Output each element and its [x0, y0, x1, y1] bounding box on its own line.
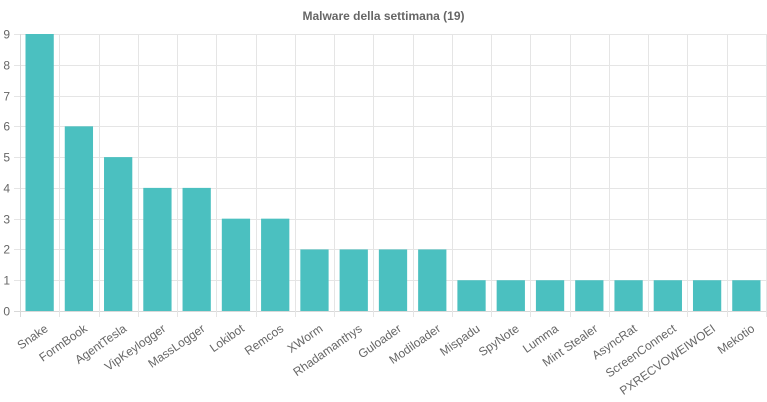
x-tick-label: Mispadu	[437, 321, 482, 358]
bar-masslogger[interactable]	[182, 187, 211, 311]
grid-layer	[14, 34, 767, 317]
bar-pxrecvoweiwoei[interactable]	[692, 280, 722, 311]
bar-guloader[interactable]	[378, 249, 408, 311]
y-axis-ticks: 0 1 2 3 4 5 6 7 8 9	[3, 28, 10, 319]
bar-mint-stealer[interactable]	[575, 280, 604, 311]
bar-asyncrat[interactable]	[614, 280, 643, 311]
x-tick-label: Rhadamanthys	[290, 321, 364, 379]
bar-xworm[interactable]	[300, 249, 329, 311]
bar-mekotio[interactable]	[732, 280, 761, 311]
y-tick-label: 7	[3, 90, 10, 104]
y-tick-label: 5	[3, 151, 10, 165]
bar-modiloader[interactable]	[418, 249, 447, 311]
y-tick-label: 4	[3, 182, 10, 196]
y-tick-label: 3	[3, 213, 10, 227]
bar-vipkeylogger[interactable]	[143, 187, 172, 311]
x-tick-label: Remcos	[242, 321, 286, 358]
y-tick-label: 8	[3, 59, 10, 73]
chart-title: Malware della settimana (19)	[302, 9, 464, 23]
bar-formbook[interactable]	[64, 126, 94, 311]
bar-layer	[25, 34, 761, 311]
y-tick-label: 6	[3, 120, 10, 134]
y-tick-label: 1	[3, 274, 10, 288]
bar-mispadu[interactable]	[457, 280, 486, 311]
bar-lokibot[interactable]	[221, 218, 251, 311]
x-tick-label: Lokibot	[207, 321, 247, 355]
bar-rhadamanthys[interactable]	[339, 249, 368, 311]
bar-remcos[interactable]	[261, 218, 290, 311]
x-tick-label: Mekotio	[715, 321, 758, 357]
x-tick-label: SpyNote	[476, 321, 522, 359]
bar-snake[interactable]	[25, 34, 54, 311]
bar-spynote[interactable]	[496, 280, 525, 311]
bar-lumma[interactable]	[535, 280, 565, 311]
y-tick-label: 2	[3, 243, 10, 257]
y-tick-label: 0	[3, 305, 10, 319]
bar-agenttesla[interactable]	[104, 157, 133, 311]
y-tick-label: 9	[3, 28, 10, 42]
x-axis-ticks: SnakeFormBookAgentTeslaVipKeyloggerMassL…	[15, 321, 758, 398]
bar-screenconnect[interactable]	[653, 280, 682, 311]
